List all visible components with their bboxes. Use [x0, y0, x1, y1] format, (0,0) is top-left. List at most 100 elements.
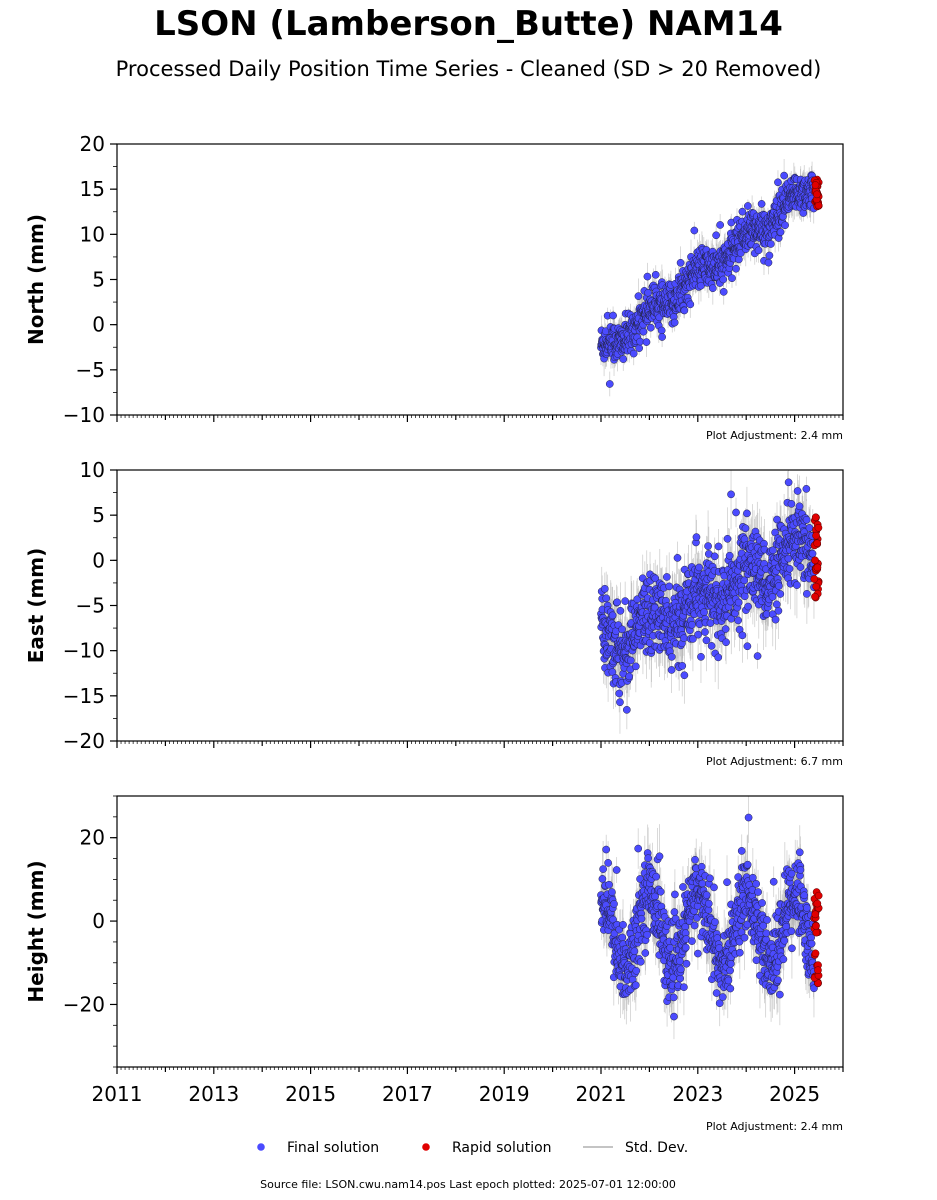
final-point — [808, 549, 817, 558]
final-point — [646, 323, 655, 332]
final-point — [657, 326, 666, 335]
final-point — [701, 628, 709, 636]
final-point — [744, 602, 752, 611]
final-point — [700, 608, 708, 617]
rapid-point — [813, 190, 821, 199]
final-point — [616, 606, 625, 615]
final-point — [738, 631, 747, 640]
chart-title: LSON (Lamberson_Butte) NAM14 — [154, 4, 783, 44]
final-point — [787, 500, 796, 508]
final-solution-series — [597, 478, 818, 714]
final-point — [643, 272, 652, 281]
rapid-point — [812, 582, 821, 591]
final-point — [774, 606, 783, 615]
final-point — [650, 603, 659, 612]
final-point — [722, 638, 730, 647]
final-point — [639, 327, 648, 336]
final-point — [633, 595, 642, 604]
final-point — [665, 582, 674, 591]
final-point — [727, 490, 735, 499]
final-point — [613, 598, 621, 607]
final-point — [723, 534, 732, 543]
plot-area — [597, 159, 823, 397]
final-point — [618, 625, 626, 634]
final-point — [658, 333, 666, 341]
y-tick-label: 0 — [92, 548, 105, 572]
y-tick-label: 15 — [80, 177, 105, 201]
final-point — [616, 698, 624, 707]
final-point — [793, 581, 801, 589]
final-point — [695, 563, 703, 572]
final-point — [680, 671, 689, 680]
final-point — [780, 171, 788, 180]
final-point — [688, 620, 696, 629]
final-point — [714, 653, 723, 662]
rapid-point — [811, 513, 820, 522]
final-point — [692, 533, 701, 541]
final-solution-series — [597, 171, 818, 388]
final-point — [663, 573, 671, 581]
final-point — [680, 634, 688, 643]
final-point — [635, 344, 643, 353]
final-point — [716, 221, 725, 229]
final-point — [732, 264, 740, 273]
final-point — [605, 380, 614, 388]
final-point — [785, 564, 794, 573]
y-tick-label: −10 — [63, 403, 105, 427]
final-point — [622, 705, 631, 714]
final-point — [689, 635, 697, 643]
final-point — [690, 226, 699, 235]
final-point — [602, 594, 611, 603]
rapid-point — [813, 539, 822, 548]
final-point — [741, 524, 750, 533]
panel-north: −10 −5 0 5 10 15 20 North (mm) Plot Adjustment: … — [24, 132, 844, 442]
y-tick-label: −5 — [76, 358, 105, 382]
final-point — [769, 546, 777, 555]
final-point — [796, 563, 805, 571]
final-point — [725, 551, 734, 560]
final-point — [707, 642, 716, 650]
final-point — [609, 311, 617, 320]
final-solution-series — [597, 813, 818, 1021]
final-point — [704, 542, 712, 550]
final-point — [775, 582, 783, 590]
y-tick-label: −20 — [63, 729, 105, 753]
rapid-point — [811, 592, 819, 601]
final-point — [802, 515, 811, 524]
final-point — [771, 615, 780, 624]
final-point — [732, 508, 740, 517]
final-point — [805, 524, 814, 532]
final-point — [697, 653, 705, 661]
final-point — [735, 255, 743, 264]
final-point — [728, 274, 736, 283]
final-point — [719, 275, 728, 284]
final-point — [776, 228, 785, 236]
rapid-solution-series — [810, 513, 823, 602]
panel-east: −20 −15 −10 −5 0 5 10 East (mm) Plot Adjustment:… — [24, 458, 844, 768]
final-point — [784, 478, 793, 487]
final-point — [634, 292, 643, 301]
final-point — [710, 552, 719, 561]
final-point — [803, 590, 811, 598]
final-point — [651, 574, 660, 583]
final-point — [600, 584, 609, 593]
rapid-solution-series — [810, 175, 823, 211]
final-point — [774, 178, 782, 187]
rapid-point — [810, 575, 819, 583]
plot-adjustment-note: Plot Adjustment: 6.7 mm — [706, 755, 843, 768]
final-point — [636, 337, 644, 346]
final-point — [714, 542, 723, 551]
final-point — [743, 642, 752, 651]
y-tick-label: −5 — [76, 594, 105, 618]
final-point — [708, 284, 717, 293]
final-point — [619, 355, 628, 363]
final-point — [694, 630, 702, 639]
y-axis-label: North (mm) — [24, 214, 48, 345]
final-point — [734, 598, 743, 607]
y-tick-label: 20 — [80, 132, 105, 156]
final-point — [753, 652, 762, 660]
final-point — [642, 338, 651, 346]
final-point — [626, 656, 635, 665]
